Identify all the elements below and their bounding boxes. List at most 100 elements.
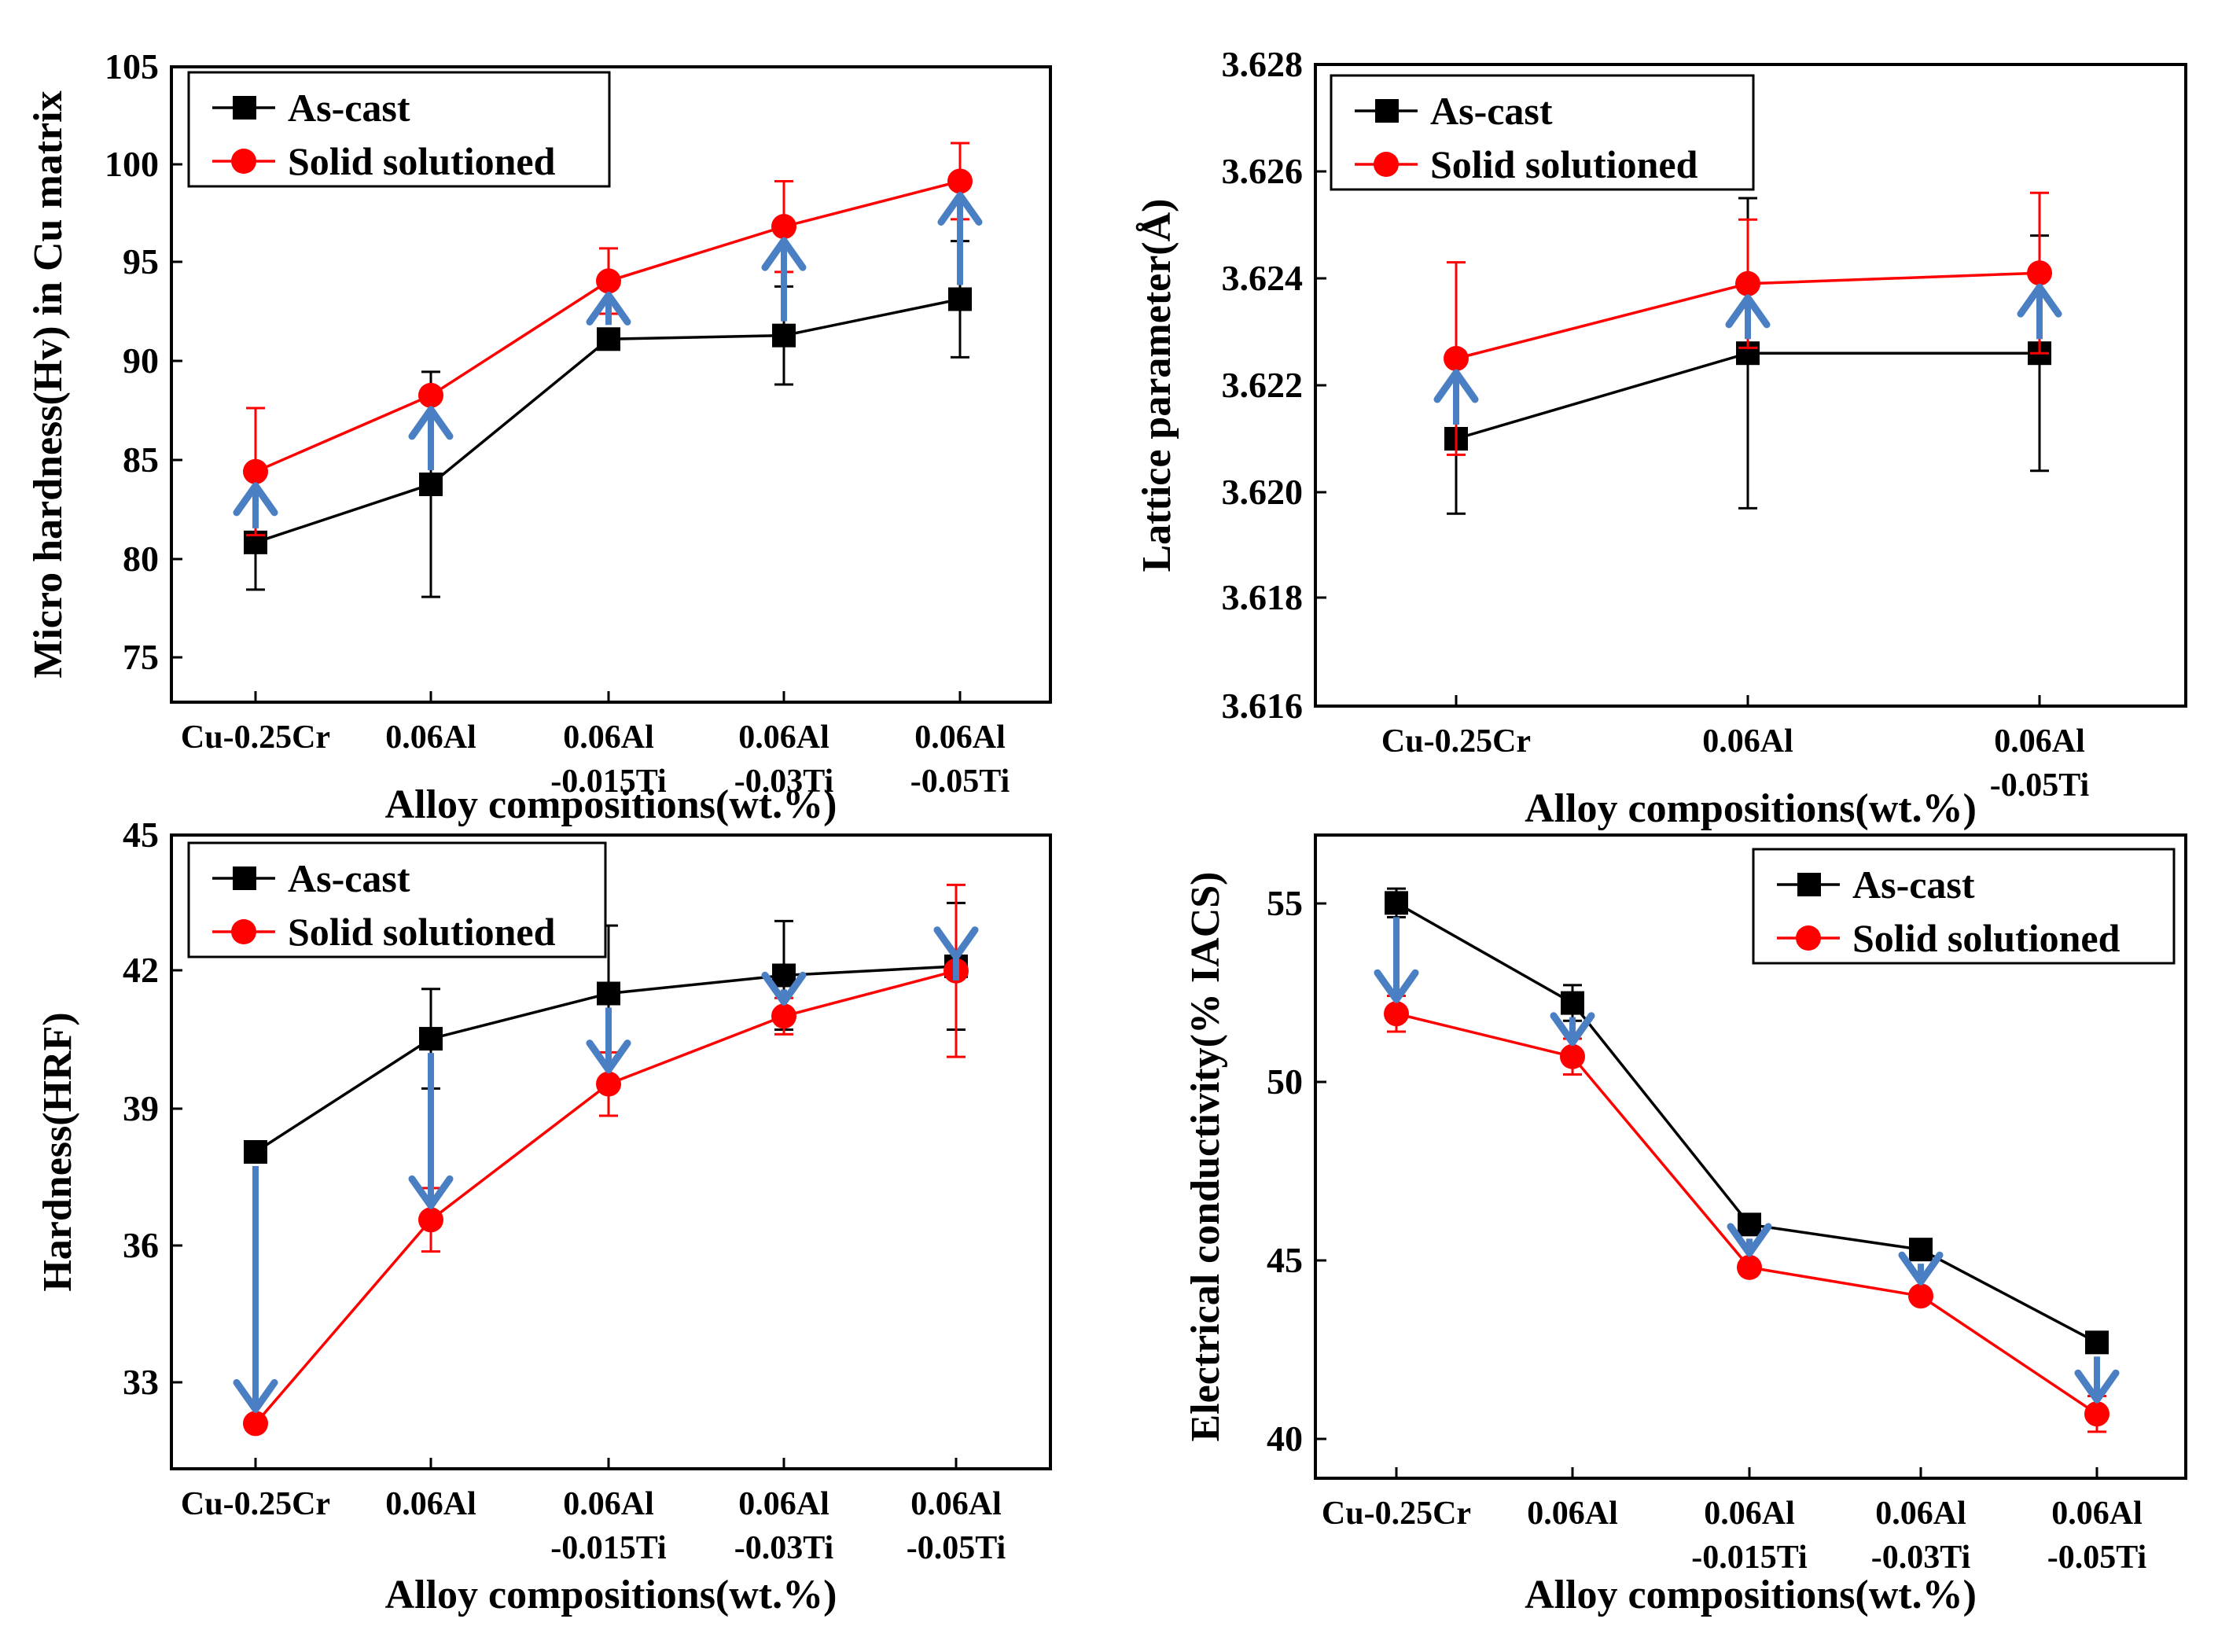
legend-marker bbox=[231, 919, 256, 944]
plot-frame bbox=[170, 833, 1052, 1470]
arrow-up-icon bbox=[586, 291, 631, 326]
data-point bbox=[1738, 1212, 1761, 1237]
series-as-cast bbox=[1385, 887, 2109, 1355]
x-tick-label: Cu-0.25Cr bbox=[181, 719, 330, 756]
x-tick-label: -0.05Ti bbox=[910, 763, 1010, 800]
y-tick-label: 90 bbox=[123, 340, 159, 381]
arrow-down-icon bbox=[1898, 1251, 1944, 1286]
arrow-down-icon bbox=[761, 971, 807, 1006]
arrow-up-icon bbox=[408, 406, 454, 440]
arrow-down-icon bbox=[2074, 1369, 2120, 1404]
data-point bbox=[2027, 260, 2052, 286]
series-solid-solutioned bbox=[1384, 995, 2109, 1433]
y-tick-label: 3.616 bbox=[1222, 686, 1304, 726]
arrow-up-icon bbox=[761, 237, 807, 271]
data-point bbox=[771, 214, 796, 240]
legend-box bbox=[1330, 74, 1755, 191]
change-arrows bbox=[233, 191, 983, 528]
y-tick-label: 80 bbox=[123, 539, 159, 579]
x-tick-label: -0.03Ti bbox=[1871, 1540, 1971, 1576]
y-tick-label: 39 bbox=[123, 1088, 159, 1128]
y-tick-label: 42 bbox=[123, 950, 159, 990]
series-line bbox=[255, 179, 961, 473]
x-tick-label: 0.06Al bbox=[563, 1486, 654, 1522]
data-point bbox=[2085, 1330, 2109, 1355]
y-tick-label: 50 bbox=[1267, 1061, 1303, 1102]
arrow-up-icon bbox=[2017, 283, 2062, 318]
arrow-down-icon bbox=[586, 1039, 631, 1074]
x-tick-label: Cu-0.25Cr bbox=[1381, 723, 1531, 760]
data-point bbox=[419, 1027, 443, 1051]
y-tick-label: 100 bbox=[105, 144, 159, 184]
legend: As-cast Solid solutioned bbox=[1752, 848, 2176, 965]
data-point bbox=[243, 458, 268, 484]
legend-marker bbox=[1797, 873, 1821, 896]
data-point bbox=[1735, 270, 1760, 296]
x-tick-label: 0.06Al bbox=[1704, 1496, 1795, 1532]
plot-frame bbox=[170, 65, 1052, 704]
legend-marker bbox=[1374, 152, 1399, 177]
y-tick-label: 3.622 bbox=[1222, 365, 1304, 405]
x-tick-label: -0.015Ti bbox=[550, 1530, 667, 1566]
legend-label: Solid solutioned bbox=[288, 910, 556, 954]
x-tick-label: -0.03Ti bbox=[734, 763, 834, 800]
legend-label: As-cast bbox=[288, 86, 410, 130]
legend-marker bbox=[233, 96, 256, 120]
data-point bbox=[244, 1140, 267, 1164]
x-tick-label: 0.06Al bbox=[563, 719, 654, 756]
y-tick-label: 3.624 bbox=[1222, 258, 1304, 298]
y-tick-label: 55 bbox=[1267, 883, 1303, 923]
y-tick-label: 3.628 bbox=[1222, 44, 1304, 84]
chart-micro: 75 80 85 90 95 100 105 Cu-0.25Cr 0.06Al 0.06Al -0.… bbox=[26, 46, 1052, 827]
x-tick-label: 0.06Al bbox=[738, 719, 829, 756]
legend-box bbox=[1752, 848, 2176, 965]
y-tick-label: 40 bbox=[1267, 1418, 1303, 1459]
data-point bbox=[418, 382, 443, 408]
y-axis-title: Electrical conductivity(% IACS) bbox=[1183, 871, 1228, 1441]
data-point bbox=[597, 981, 620, 1006]
x-axis-title: Alloy compositions(wt.%) bbox=[1525, 1573, 1977, 1617]
change-arrows bbox=[1433, 283, 2062, 425]
data-point bbox=[418, 1207, 443, 1233]
data-point bbox=[772, 323, 796, 348]
data-point bbox=[2084, 1401, 2109, 1427]
arrow-up-icon bbox=[1725, 294, 1771, 329]
data-point bbox=[772, 963, 796, 988]
x-axis-title: Alloy compositions(wt.%) bbox=[385, 1573, 837, 1617]
data-point bbox=[1561, 991, 1584, 1015]
data-point bbox=[596, 268, 621, 294]
arrow-down-icon bbox=[1550, 1012, 1595, 1047]
x-tick-label: 0.06Al bbox=[385, 1486, 476, 1522]
x-tick-label: -0.05Ti bbox=[1990, 767, 2090, 804]
legend: As-cast Solid solutioned bbox=[187, 71, 611, 188]
x-tick-label: Cu-0.25Cr bbox=[1322, 1496, 1471, 1532]
x-tick-label: -0.05Ti bbox=[2047, 1540, 2147, 1576]
y-tick-label: 75 bbox=[123, 637, 159, 677]
arrow-up-icon bbox=[937, 191, 983, 226]
legend: As-cast Solid solutioned bbox=[187, 841, 607, 958]
data-point bbox=[419, 472, 443, 496]
y-tick-label: 3.626 bbox=[1222, 151, 1304, 191]
x-tick-label: 0.06Al bbox=[910, 1486, 1002, 1522]
legend-marker bbox=[233, 866, 256, 890]
legend-marker bbox=[1796, 925, 1821, 951]
x-tick-label: 0.06Al bbox=[2051, 1496, 2143, 1532]
x-tick-label: 0.06Al bbox=[738, 1486, 829, 1522]
data-point bbox=[1908, 1283, 1933, 1309]
y-tick-label: 3.620 bbox=[1222, 472, 1304, 512]
data-point bbox=[1444, 346, 1469, 371]
arrow-up-icon bbox=[233, 482, 278, 517]
data-point bbox=[947, 168, 973, 194]
series-as-cast bbox=[244, 240, 972, 598]
y-tick-label: 45 bbox=[123, 815, 159, 855]
legend-label: As-cast bbox=[1852, 863, 1975, 907]
change-arrows bbox=[1374, 917, 2120, 1404]
y-tick-label: 85 bbox=[123, 440, 159, 480]
y-tick-label: 3.618 bbox=[1222, 577, 1304, 617]
arrow-down-icon bbox=[933, 926, 979, 961]
chart-ec: 40 45 50 55 Cu-0.25Cr 0.06Al 0.06Al -0.015Ti 0.0… bbox=[1183, 833, 2187, 1617]
legend-label: As-cast bbox=[1430, 89, 1553, 133]
chart-lattice: 3.616 3.618 3.620 3.622 3.624 3.626 3.628 Cu-0.… bbox=[1135, 44, 2187, 831]
legend-label: Solid solutioned bbox=[1852, 916, 2121, 960]
